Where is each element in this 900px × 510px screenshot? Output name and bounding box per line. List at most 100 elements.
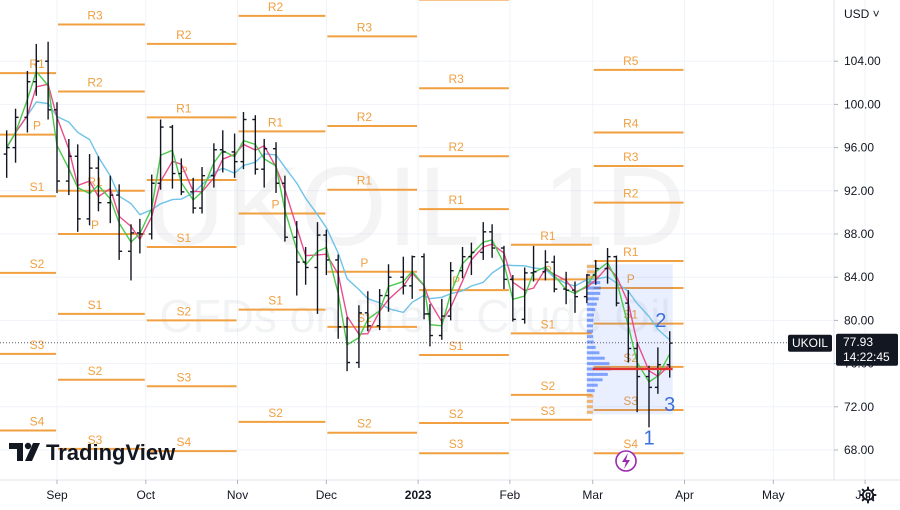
ohlc-bar[interactable] [592,259,599,285]
ohlc-bar[interactable] [500,245,507,290]
ohlc-bar[interactable] [231,133,238,178]
ohlc-bar[interactable] [148,174,155,240]
ohlc-bar[interactable] [426,304,433,347]
pivot-label-s1: S1 [30,180,45,194]
x-tick-label: Feb [500,488,521,502]
ohlc-bar[interactable] [190,177,197,214]
ohlc-bar[interactable] [654,347,661,394]
lightning-icon[interactable] [615,450,637,472]
ohlc-bar[interactable] [364,291,371,332]
ohlc-bar[interactable] [74,144,81,232]
ohlc-bar[interactable] [252,115,259,175]
ohlc-bar[interactable] [136,218,143,254]
ohlc-bar[interactable] [542,250,549,281]
ohlc-bar[interactable] [323,229,330,276]
currency-selector[interactable]: USD ˅ [844,7,880,21]
pivot-label-s4: S4 [623,437,638,451]
ohlc-bar[interactable] [273,142,280,193]
ohlc-bar[interactable] [355,305,362,368]
ohlc-bar[interactable] [33,43,40,96]
volume-profile-row [586,394,594,398]
y-tick-label: 104.00 [844,54,881,68]
ohlc-bar[interactable] [604,248,611,284]
ohlc-series[interactable] [3,41,673,428]
pivot-label-p: P [627,272,635,286]
y-tick-label: 92.00 [844,184,874,198]
ohlc-bar[interactable] [447,262,454,321]
x-tick-label: Apr [675,488,694,502]
ohlc-bar[interactable] [128,224,134,281]
x-tick-label: Oct [136,488,155,502]
ohlc-bar[interactable] [240,111,247,170]
ohlc-bar[interactable] [169,124,176,189]
volume-profile [586,264,673,415]
y-tick-label: 68.00 [844,443,874,457]
ohlc-bar[interactable] [45,41,52,120]
time-axis[interactable]: Sep Oct Nov Dec 2023 Feb Mar Apr May Jun [46,480,875,502]
ohlc-bar[interactable] [344,317,351,372]
ohlc-bar[interactable] [116,184,123,260]
ohlc-bar[interactable] [54,102,60,193]
ohlc-bar[interactable] [521,267,528,324]
ohlc-bar[interactable] [400,256,407,295]
ohlc-bar[interactable] [210,143,217,188]
wave-label[interactable]: 3 [664,394,675,416]
ohlc-bar[interactable] [421,253,428,320]
x-tick-label: Mar [582,488,603,502]
ohlc-bar[interactable] [95,156,102,212]
ohlc-bar[interactable] [489,224,496,258]
ohlc-bar[interactable] [335,254,342,339]
ohlc-bar[interactable] [302,246,309,285]
ohlc-bar[interactable] [281,175,288,242]
ohlc-bar[interactable] [509,275,516,322]
ohlc-bar[interactable] [107,175,114,224]
pivot-label-s2: S2 [30,257,45,271]
ohlc-bar[interactable] [314,222,321,314]
pivot-label-s2: S2 [88,364,103,378]
pivot-label-r1: R1 [623,245,639,259]
wave-label[interactable]: 1 [643,428,654,450]
symbol-tag [788,334,832,352]
price-axis[interactable]: 104.00100.0096.0092.0088.0084.0080.0076.… [834,54,881,457]
volume-profile-row [586,362,610,366]
ohlc-bar[interactable] [24,70,31,133]
ohlc-bar[interactable] [293,221,300,296]
ohlc-bar[interactable] [86,154,93,226]
ohlc-bar[interactable] [219,130,226,173]
ohlc-bar[interactable] [551,255,558,293]
ohlc-bar[interactable] [646,365,652,428]
ohlc-bar[interactable] [480,222,487,260]
ohlc-bar[interactable] [157,119,164,190]
pivot-label-s3: S3 [623,394,638,408]
ohlc-bar[interactable] [459,246,466,279]
ohlc-bar[interactable] [583,273,590,304]
ohlc-bar[interactable] [563,271,570,305]
ohlc-bar[interactable] [385,264,392,312]
volume-profile-row [586,286,601,290]
ohlc-bar[interactable] [12,108,19,163]
ohlc-bar[interactable] [530,245,537,282]
ohlc-bar[interactable] [261,138,268,188]
ohlc-bar[interactable] [468,242,475,276]
pivot-label-s1: S1 [176,231,191,245]
ohlc-bar[interactable] [199,167,206,214]
pivot-label-s2: S2 [176,304,191,318]
ohlc-bar[interactable] [376,289,383,331]
x-tick-label: Nov [227,488,248,502]
ohlc-bar[interactable] [625,290,632,363]
pivot-label-s2: S2 [268,406,283,420]
ohlc-bar[interactable] [3,130,10,178]
wave-label[interactable]: 2 [655,310,666,332]
gear-icon[interactable] [859,486,877,504]
ohlc-bar[interactable] [178,158,185,196]
tradingview-logo[interactable]: TradingView [9,440,176,465]
pivot-label-p: P [360,256,368,270]
pivot-label-s1: S1 [268,294,283,308]
ohlc-bar[interactable] [634,342,641,413]
ohlc-bar[interactable] [409,255,416,299]
ohlc-bar[interactable] [65,138,72,196]
ohlc-bar[interactable] [613,255,620,307]
ohlc-bar[interactable] [438,298,445,340]
ohlc-bar[interactable] [572,281,578,313]
